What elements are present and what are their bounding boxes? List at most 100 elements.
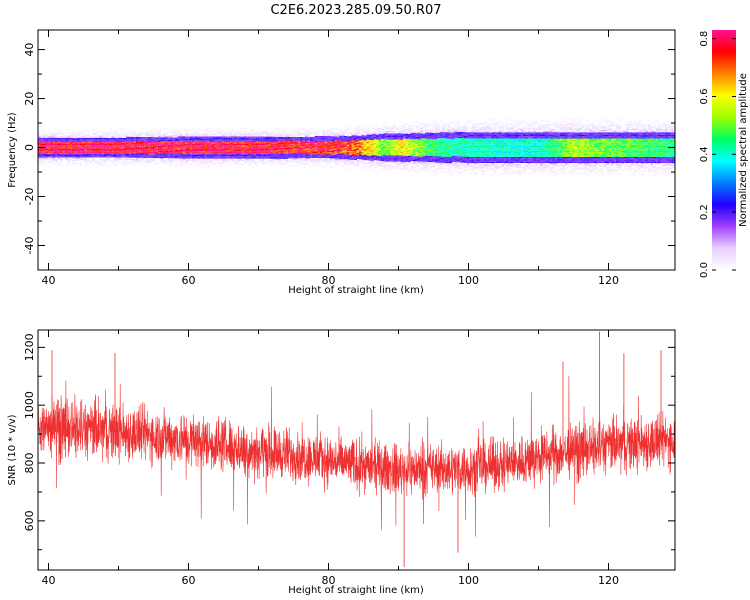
heatmap-cell: [167, 158, 171, 160]
heatmap-cell: [106, 152, 110, 154]
heatmap-cell: [251, 140, 255, 142]
heatmap-cell: [280, 162, 284, 164]
heatmap-cell: [52, 147, 56, 149]
heatmap-cell: [77, 140, 81, 142]
heatmap-cell: [221, 157, 225, 159]
heatmap-cell: [42, 142, 46, 144]
heatmap-cell: [47, 152, 51, 154]
heatmap-cell: [172, 164, 176, 166]
heatmap-cell: [72, 135, 76, 137]
heatmap-cell: [104, 141, 108, 143]
heatmap-cell: [67, 132, 71, 135]
heatmap-cell: [182, 141, 186, 143]
heatmap-cell: [273, 155, 277, 157]
heatmap-cell: [118, 150, 122, 152]
heatmap-cell: [47, 141, 51, 143]
heatmap-cell: [50, 141, 54, 143]
heatmap-cell: [236, 154, 240, 157]
heatmap-cell: [167, 142, 171, 144]
heatmap-cell: [136, 146, 139, 148]
heatmap-cell: [263, 162, 267, 164]
heatmap-cell: [295, 138, 299, 140]
heatmap-cell: [312, 138, 316, 140]
heatmap-cell: [101, 151, 105, 153]
heatmap-cell: [302, 151, 306, 153]
heatmap-cell: [204, 139, 208, 141]
heatmap-cell: [209, 146, 213, 148]
heatmap-cell: [182, 153, 186, 155]
heatmap-cell: [241, 137, 245, 139]
heatmap-cell: [258, 139, 262, 141]
heatmap-cell: [207, 128, 210, 130]
heatmap-cell: [285, 145, 289, 147]
heatmap-cell: [273, 158, 277, 160]
heatmap-cell: [101, 136, 105, 138]
heatmap-cell: [234, 161, 237, 163]
heatmap-cell: [96, 161, 100, 163]
heatmap-cell: [84, 158, 88, 160]
heatmap-cell: [189, 150, 193, 152]
heatmap-cell: [194, 131, 198, 133]
heatmap-cell: [197, 135, 201, 137]
heatmap-cell: [194, 136, 198, 138]
heatmap-cell: [143, 160, 147, 162]
heatmap-cell: [136, 149, 139, 151]
heatmap-cell: [99, 155, 103, 157]
heatmap-cell: [140, 138, 144, 140]
heatmap-cell: [280, 139, 284, 141]
heatmap-cell: [243, 146, 247, 148]
heatmap-cell: [170, 150, 174, 153]
heatmap-cell: [226, 158, 230, 160]
heatmap-cell: [236, 150, 240, 152]
heatmap-cell: [305, 134, 308, 136]
heatmap-cell: [283, 141, 286, 143]
heatmap-cell: [209, 152, 213, 154]
heatmap-cell: [96, 151, 100, 153]
heatmap-cell: [420, 131, 424, 133]
heatmap-cell: [177, 133, 181, 136]
heatmap-cell: [99, 135, 103, 137]
heatmap-cell: [224, 151, 228, 153]
heatmap-cell: [234, 147, 237, 149]
heatmap-cell: [312, 147, 316, 149]
heatmap-cell: [96, 162, 100, 164]
heatmap-cell: [72, 164, 76, 166]
heatmap-cell: [187, 146, 191, 148]
heatmap-cell: [346, 128, 350, 130]
heatmap-cell: [256, 132, 259, 135]
heatmap-cell: [189, 163, 193, 165]
heatmap-cell: [138, 149, 142, 151]
heatmap-cell: [42, 145, 46, 147]
heatmap-cell: [189, 143, 193, 146]
heatmap-cell: [268, 157, 272, 159]
heatmap-cell: [40, 159, 44, 162]
heatmap-cell: [292, 144, 296, 146]
heatmap-cell: [214, 137, 218, 139]
heatmap-cell: [50, 164, 54, 166]
heatmap-cell: [211, 142, 215, 144]
heatmap-cell: [47, 161, 51, 163]
heatmap-cell: [57, 150, 61, 152]
heatmap-cell: [388, 161, 392, 163]
heatmap-cell: [99, 156, 103, 158]
heatmap-cell: [189, 165, 193, 168]
heatmap-cell: [177, 163, 181, 165]
heatmap-cell: [260, 152, 264, 154]
heatmap-cell: [192, 142, 196, 144]
heatmap-cell: [116, 137, 120, 139]
heatmap-cell: [258, 150, 262, 152]
heatmap-cell: [62, 155, 66, 157]
heatmap-cell: [388, 165, 392, 167]
heatmap-cell: [162, 163, 166, 165]
heatmap-cell: [290, 133, 294, 135]
heatmap-cell: [82, 145, 86, 147]
heatmap-cell: [219, 157, 223, 159]
heatmap-cell: [131, 149, 135, 151]
heatmap-cell: [319, 158, 323, 160]
heatmap-cell: [395, 167, 399, 169]
heatmap-cell: [45, 136, 49, 138]
heatmap-cell: [106, 136, 110, 138]
heatmap-cell: [243, 152, 247, 154]
heatmap-cell: [165, 133, 169, 135]
heatmap-cell: [148, 139, 152, 141]
